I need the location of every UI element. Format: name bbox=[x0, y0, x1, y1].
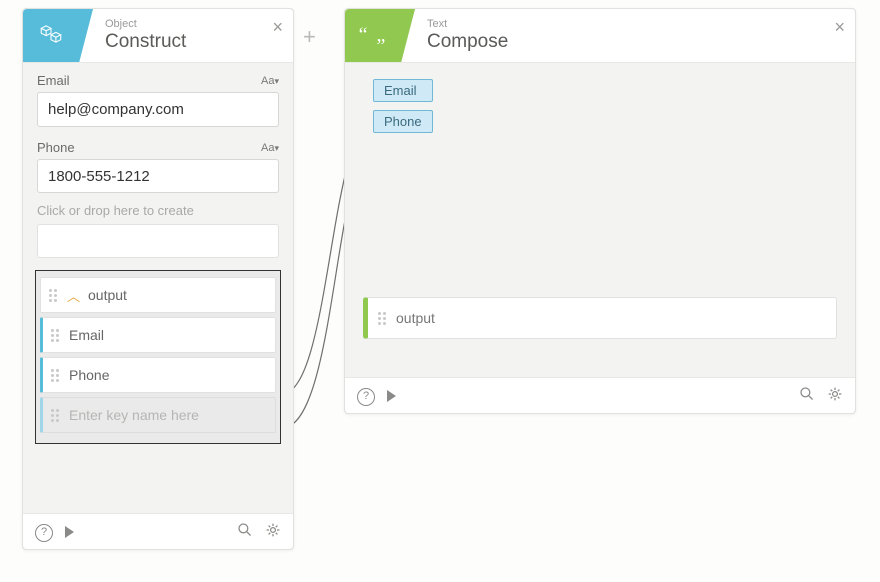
drag-grip-icon[interactable] bbox=[51, 409, 59, 422]
input-chips: Email Phone bbox=[373, 79, 433, 133]
object-badge bbox=[23, 9, 79, 63]
drag-grip-icon[interactable] bbox=[378, 312, 386, 325]
chip-email[interactable]: Email bbox=[373, 79, 433, 102]
construct-header: Object Construct × bbox=[23, 9, 293, 63]
construct-title: Construct bbox=[105, 31, 186, 53]
email-input[interactable]: help@company.com bbox=[37, 92, 279, 127]
compose-title: Compose bbox=[427, 31, 508, 53]
drag-grip-icon[interactable] bbox=[49, 289, 57, 302]
output-child-label: Email bbox=[69, 327, 104, 343]
quotes-icon: “ „ bbox=[359, 24, 388, 47]
close-icon[interactable]: × bbox=[272, 17, 283, 38]
phone-input[interactable] bbox=[37, 159, 279, 193]
construct-kicker: Object bbox=[105, 18, 186, 31]
cubes-icon bbox=[38, 21, 64, 50]
text-badge: “ „ bbox=[345, 9, 401, 63]
field-phone: Phone Aa▾ bbox=[23, 130, 293, 193]
add-step-plus[interactable]: + bbox=[303, 24, 316, 50]
search-icon[interactable] bbox=[237, 522, 253, 541]
construct-footer bbox=[23, 513, 293, 549]
output-root-label: output bbox=[88, 287, 127, 303]
chevron-up-icon[interactable]: ︿ bbox=[67, 286, 80, 305]
compose-header: “ „ Text Compose × bbox=[345, 9, 855, 63]
output-ghost-row[interactable]: Enter key name here bbox=[40, 397, 276, 433]
gear-icon[interactable] bbox=[827, 386, 843, 405]
compose-kicker: Text bbox=[427, 18, 508, 31]
output-child-row[interactable]: Email bbox=[40, 317, 276, 353]
drop-target[interactable] bbox=[37, 224, 279, 258]
output-ghost-label: Enter key name here bbox=[69, 407, 199, 423]
help-icon[interactable] bbox=[357, 386, 375, 406]
help-icon[interactable] bbox=[35, 522, 53, 542]
gear-icon[interactable] bbox=[265, 522, 281, 541]
drag-grip-icon[interactable] bbox=[51, 369, 59, 382]
close-icon[interactable]: × bbox=[834, 17, 845, 38]
chip-phone[interactable]: Phone bbox=[373, 110, 433, 133]
output-root-row[interactable]: ︿ output bbox=[40, 277, 276, 313]
run-icon[interactable] bbox=[65, 526, 74, 538]
field-label: Email bbox=[37, 73, 70, 88]
run-icon[interactable] bbox=[387, 390, 396, 402]
compose-footer bbox=[345, 377, 855, 413]
field-label: Phone bbox=[37, 140, 75, 155]
output-panel: ︿ output Email Phone Enter key name here bbox=[35, 270, 281, 444]
output-child-label: Phone bbox=[69, 367, 109, 383]
drag-grip-icon[interactable] bbox=[51, 329, 59, 342]
type-toggle[interactable]: Aa▾ bbox=[261, 75, 279, 87]
type-toggle[interactable]: Aa▾ bbox=[261, 142, 279, 154]
output-child-row[interactable]: Phone bbox=[40, 357, 276, 393]
construct-card: Object Construct × Email Aa▾ help@compan… bbox=[22, 8, 294, 550]
search-icon[interactable] bbox=[799, 386, 815, 405]
compose-card: “ „ Text Compose × Email Phone output bbox=[344, 8, 856, 414]
drop-hint: Click or drop here to create bbox=[23, 193, 293, 220]
compose-output-label: output bbox=[396, 310, 435, 326]
field-email: Email Aa▾ help@company.com bbox=[23, 63, 293, 130]
compose-output-row[interactable]: output bbox=[363, 297, 837, 339]
